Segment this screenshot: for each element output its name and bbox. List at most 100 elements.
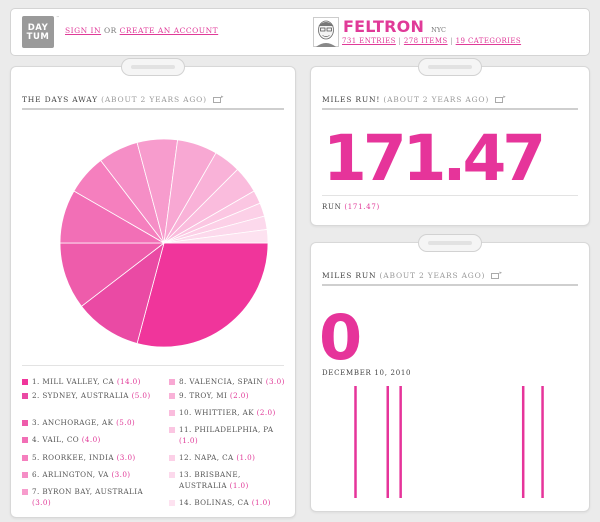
feed-icon[interactable] <box>491 270 503 279</box>
miles-daily-value: 0 <box>319 301 362 374</box>
days-away-pie-chart <box>59 138 269 348</box>
pie-slice[interactable] <box>163 228 269 244</box>
legend-swatch <box>22 489 28 495</box>
drag-handle[interactable] <box>121 58 185 76</box>
pie-slice[interactable] <box>59 242 166 307</box>
legend-label: 14. BOLINAS, CA <box>179 498 252 507</box>
legend-item[interactable]: 9. TROY, MI (2.0) <box>169 391 287 402</box>
selected-date: DECEMBER 10, 2010 <box>322 369 412 377</box>
legend-item[interactable]: 7. BYRON BAY, AUSTRALIA (3.0) <box>22 487 154 508</box>
legend-value: (3.0) <box>265 377 285 386</box>
legend-item[interactable]: 2. SYDNEY, AUSTRALIA (5.0) <box>22 391 154 402</box>
legend-text: 11. PHILADELPHIA, PA (1.0) <box>169 425 287 446</box>
legend-swatch <box>22 472 28 478</box>
legend-value: (5.0) <box>131 391 151 400</box>
legend-value: (2.0) <box>256 408 276 417</box>
logo-trademark: ™ <box>56 15 60 20</box>
legend-swatch <box>22 420 28 426</box>
legend-item[interactable]: 3. ANCHORAGE, AK (5.0) <box>22 418 154 429</box>
legend-item[interactable]: 12. NAPA, CA (1.0) <box>169 453 287 464</box>
legend-text: 8. VALENCIA, SPAIN (3.0) <box>169 377 287 388</box>
pie-slice[interactable] <box>80 241 165 344</box>
legend-label: 10. WHITTIER, AK <box>179 408 257 417</box>
legend-label: 2. SYDNEY, AUSTRALIA <box>32 391 132 400</box>
profile-username[interactable]: FELTRON <box>343 17 425 36</box>
legend-item[interactable]: 10. WHITTIER, AK (2.0) <box>169 408 287 419</box>
card-subtitle: (ABOUT 2 YEARS AGO) <box>101 95 207 104</box>
legend-value: (5.0) <box>116 418 136 427</box>
legend-label: 3. ANCHORAGE, AK <box>32 418 117 427</box>
legend-value: (3.0) <box>116 453 136 462</box>
top-bar: DAY TUM ™ SIGN IN OR CREATE AN ACCOUNT F… <box>10 8 590 56</box>
legend-value: (1.0) <box>236 453 256 462</box>
avatar[interactable] <box>313 17 339 47</box>
legend-swatch <box>22 455 28 461</box>
legend-item[interactable]: 8. VALENCIA, SPAIN (3.0) <box>169 377 287 388</box>
feed-icon[interactable] <box>495 94 507 103</box>
bar[interactable] <box>541 386 544 498</box>
legend-swatch <box>169 379 175 385</box>
legend-label: 12. NAPA, CA <box>179 453 237 462</box>
legend-swatch <box>169 500 175 506</box>
legend-text: 4. VAIL, CO (4.0) <box>22 435 154 446</box>
legend-item[interactable]: 4. VAIL, CO (4.0) <box>22 435 154 446</box>
legend-swatch <box>169 410 175 416</box>
legend-label: 11. PHILADELPHIA, PA <box>179 425 274 434</box>
legend-value: (1.0) <box>179 435 199 445</box>
drag-handle[interactable] <box>418 234 482 252</box>
caption-label: RUN <box>322 203 342 211</box>
legend-item[interactable]: 13. BRISBANE, AUSTRALIA (1.0) <box>169 470 287 491</box>
legend-text: 3. ANCHORAGE, AK (5.0) <box>22 418 154 429</box>
pie-slice[interactable] <box>136 242 269 348</box>
legend-item[interactable]: 5. ROORKEE, INDIA (3.0) <box>22 453 154 464</box>
legend-item[interactable]: 6. ARLINGTON, VA (3.0) <box>22 470 154 481</box>
legend-text: 13. BRISBANE, AUSTRALIA (1.0) <box>169 470 287 491</box>
legend-value: (1.0) <box>229 480 249 490</box>
separator: | <box>450 37 453 45</box>
legend-item[interactable]: 11. PHILADELPHIA, PA (1.0) <box>169 425 287 446</box>
legend-value: (1.0) <box>251 498 271 507</box>
bar[interactable] <box>354 386 357 498</box>
legend-label: 6. ARLINGTON, VA <box>32 470 112 479</box>
title-rule <box>322 284 578 286</box>
card-subtitle: (ABOUT 2 YEARS AGO) <box>379 271 486 280</box>
miles-run-daily-card: MILES RUN (ABOUT 2 YEARS AGO) 0 DECEMBER… <box>310 234 590 512</box>
card-title-text: MILES RUN <box>322 271 377 280</box>
legend-value: (2.0) <box>229 391 249 400</box>
legend-value: (3.0) <box>32 497 52 507</box>
legend-value: (3.0) <box>111 470 131 479</box>
divider <box>22 365 284 366</box>
feed-icon[interactable] <box>213 94 224 103</box>
legend-item[interactable]: 14. BOLINAS, CA (1.0) <box>169 498 287 509</box>
legend-item[interactable]: 1. MILL VALLEY, CA (14.0) <box>22 377 154 388</box>
bar[interactable] <box>386 386 390 498</box>
caption-value: (171.47) <box>344 203 380 211</box>
create-account-link[interactable]: CREATE AN ACCOUNT <box>119 26 219 35</box>
card-title-text: THE DAYS AWAY <box>22 95 98 104</box>
miles-total-value: 171.47 <box>323 122 546 195</box>
bar[interactable] <box>521 386 525 498</box>
drag-handle[interactable] <box>418 58 482 76</box>
legend-swatch <box>169 455 175 461</box>
card-subtitle: (ABOUT 2 YEARS AGO) <box>383 95 490 104</box>
sign-in-link[interactable]: SIGN IN <box>65 26 102 35</box>
title-rule <box>22 108 284 110</box>
logo-line-2: TUM <box>26 32 50 42</box>
miles-run-bar-chart <box>354 386 544 498</box>
title-rule <box>322 108 578 110</box>
profile-name: FELTRON NYC <box>343 17 446 36</box>
account-links: SIGN IN OR CREATE AN ACCOUNT <box>65 26 218 35</box>
legend-label: 4. VAIL, CO <box>32 435 82 444</box>
legend-label: 9. TROY, MI <box>179 391 230 400</box>
card-title: MILES RUN! (ABOUT 2 YEARS AGO) <box>322 94 507 104</box>
bar[interactable] <box>399 386 402 498</box>
legend-label: 8. VALENCIA, SPAIN <box>179 377 266 386</box>
entries-link[interactable]: 731 ENTRIES <box>342 37 396 45</box>
legend-value: (4.0) <box>81 435 101 444</box>
legend-swatch <box>169 427 175 433</box>
legend-text: 6. ARLINGTON, VA (3.0) <box>22 470 154 481</box>
items-link[interactable]: 278 ITEMS <box>403 37 448 45</box>
legend-swatch <box>22 437 28 443</box>
categories-link[interactable]: 19 CATEGORIES <box>455 37 522 45</box>
daytum-logo[interactable]: DAY TUM <box>22 16 54 48</box>
